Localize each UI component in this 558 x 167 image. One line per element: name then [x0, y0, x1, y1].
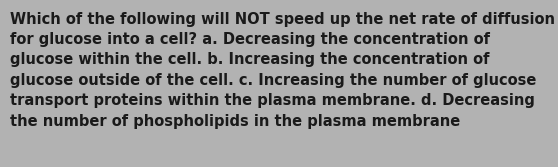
Text: Which of the following will NOT speed up the net rate of diffusion
for glucose i: Which of the following will NOT speed up… [10, 12, 555, 129]
